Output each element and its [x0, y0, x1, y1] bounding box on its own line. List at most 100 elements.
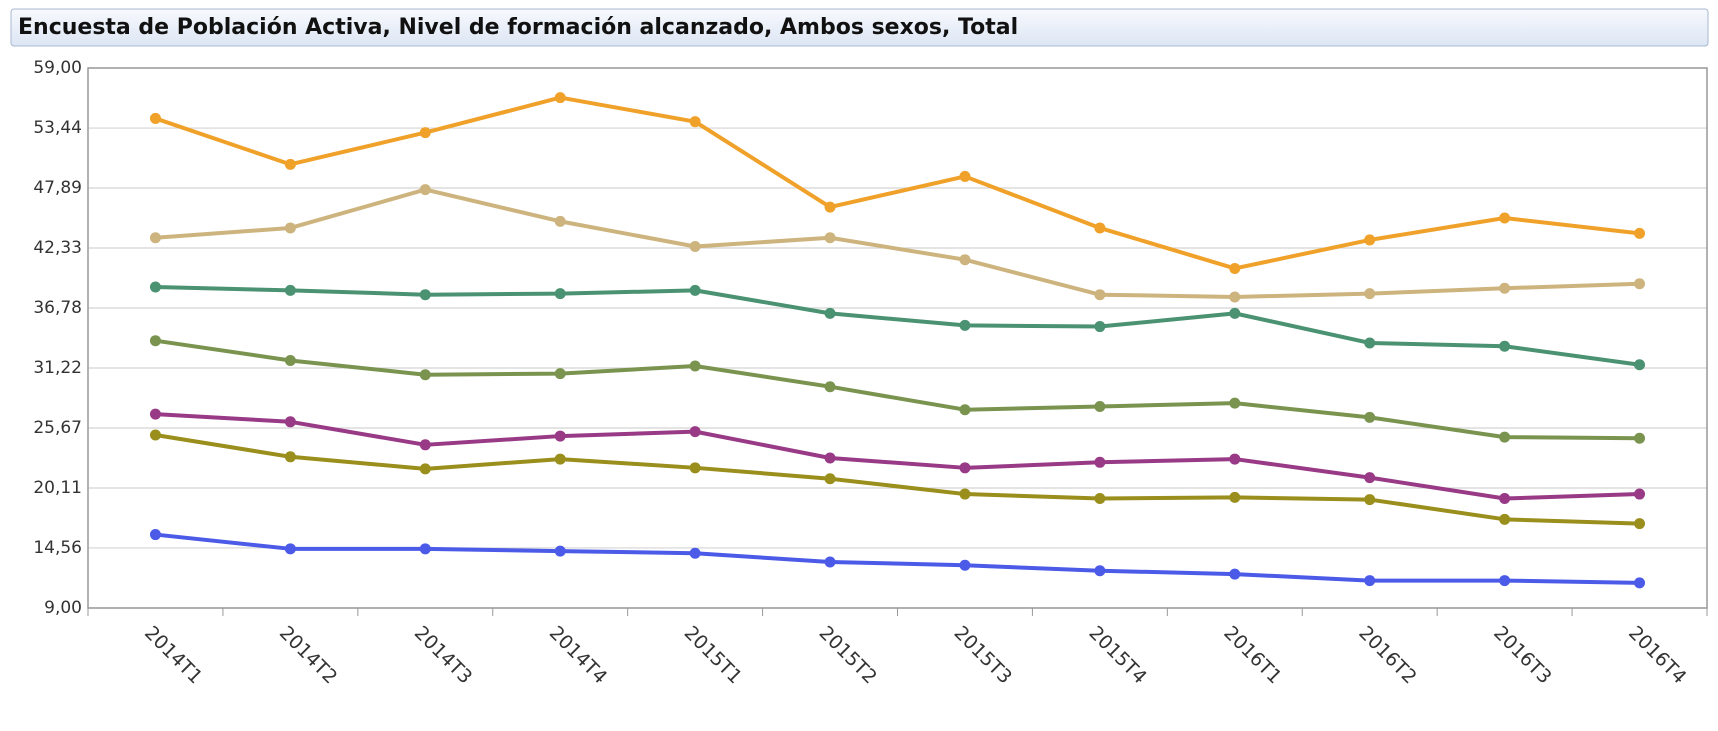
data-point: [1229, 568, 1241, 580]
data-point: [1229, 291, 1241, 303]
y-tick-label: 36,78: [33, 298, 82, 318]
x-tick-label: 2014T2: [275, 622, 342, 689]
data-point: [689, 426, 701, 438]
data-point: [1499, 492, 1511, 504]
series-line: [155, 433, 1640, 526]
data-point: [419, 369, 431, 381]
data-point: [689, 284, 701, 296]
data-point: [689, 116, 701, 128]
data-point: [284, 158, 296, 170]
data-point: [149, 112, 161, 124]
data-point: [1364, 337, 1376, 349]
data-point: [149, 232, 161, 244]
data-point: [554, 215, 566, 227]
data-point: [284, 284, 296, 296]
data-point: [1364, 288, 1376, 300]
data-point: [1634, 278, 1646, 290]
data-point: [1499, 212, 1511, 224]
data-point: [689, 462, 701, 474]
x-tick-label: 2015T4: [1084, 622, 1151, 689]
data-point: [1499, 513, 1511, 525]
data-point: [824, 381, 836, 393]
data-point: [1499, 282, 1511, 294]
data-point: [554, 92, 566, 104]
x-tick-label: 2016T4: [1624, 622, 1691, 689]
y-tick-label: 25,67: [33, 418, 82, 438]
data-point: [284, 222, 296, 234]
data-point: [1229, 307, 1241, 319]
x-tick-label: 2014T3: [410, 622, 477, 689]
data-point: [284, 354, 296, 366]
series-line: [155, 285, 1640, 367]
data-point: [1364, 494, 1376, 506]
data-point: [284, 543, 296, 555]
chart-title: Encuesta de Población Activa, Nivel de f…: [18, 15, 1018, 40]
data-point: [284, 451, 296, 463]
data-point: [959, 170, 971, 182]
data-point: [1634, 359, 1646, 371]
x-tick-label: 2014T4: [545, 622, 612, 689]
y-tick-label: 14,56: [33, 538, 82, 558]
series-line: [154, 95, 1640, 271]
data-point: [419, 127, 431, 139]
title-bar: [10, 8, 1709, 47]
x-tick-label: 2016T2: [1354, 622, 1421, 689]
x-tick-label: 2015T1: [680, 622, 747, 689]
data-point: [1094, 289, 1106, 301]
data-point: [1634, 577, 1646, 589]
series-line: [155, 532, 1640, 585]
data-point: [689, 547, 701, 559]
data-point: [1094, 456, 1106, 468]
y-tick-label: 53,44: [33, 118, 82, 138]
x-tick-label: 2015T3: [950, 622, 1017, 689]
data-point: [1364, 472, 1376, 484]
data-point: [1499, 340, 1511, 352]
data-point: [554, 453, 566, 465]
data-point: [1634, 432, 1646, 444]
x-tick-label: 2016T3: [1489, 622, 1556, 689]
y-tick-label: 47,89: [33, 178, 82, 198]
series-line: [155, 412, 1640, 501]
data-point: [149, 335, 161, 347]
data-point: [419, 543, 431, 555]
data-point: [824, 201, 836, 213]
x-tick-label: 2016T1: [1219, 622, 1286, 689]
data-point: [959, 462, 971, 474]
y-tick-label: 9,00: [44, 598, 82, 618]
data-point: [1229, 397, 1241, 409]
data-point: [824, 232, 836, 244]
data-point: [284, 416, 296, 428]
data-point: [1229, 491, 1241, 503]
series-line: [155, 338, 1640, 441]
data-point: [1094, 321, 1106, 333]
y-tick-label: 20,11: [33, 478, 82, 498]
data-point: [959, 254, 971, 266]
data-point: [419, 184, 431, 196]
data-point: [1364, 234, 1376, 246]
data-point: [1499, 575, 1511, 587]
data-point: [1094, 400, 1106, 412]
data-point: [1364, 575, 1376, 587]
data-point: [1094, 492, 1106, 504]
data-point: [149, 281, 161, 293]
data-point: [419, 289, 431, 301]
data-point: [1634, 518, 1646, 530]
plot-border: [87, 67, 1708, 609]
y-tick-label: 31,22: [33, 358, 82, 378]
data-point: [824, 307, 836, 319]
data-point: [1634, 488, 1646, 500]
data-point: [419, 463, 431, 475]
data-point: [959, 404, 971, 416]
data-point: [824, 556, 836, 568]
data-point: [959, 488, 971, 500]
data-point: [959, 319, 971, 331]
data-point: [554, 368, 566, 380]
data-point: [689, 241, 701, 253]
data-point: [149, 429, 161, 441]
series-line: [155, 187, 1640, 299]
data-point: [149, 408, 161, 420]
y-tick-label: 42,33: [33, 238, 82, 258]
data-point: [689, 360, 701, 372]
data-point: [1499, 431, 1511, 443]
